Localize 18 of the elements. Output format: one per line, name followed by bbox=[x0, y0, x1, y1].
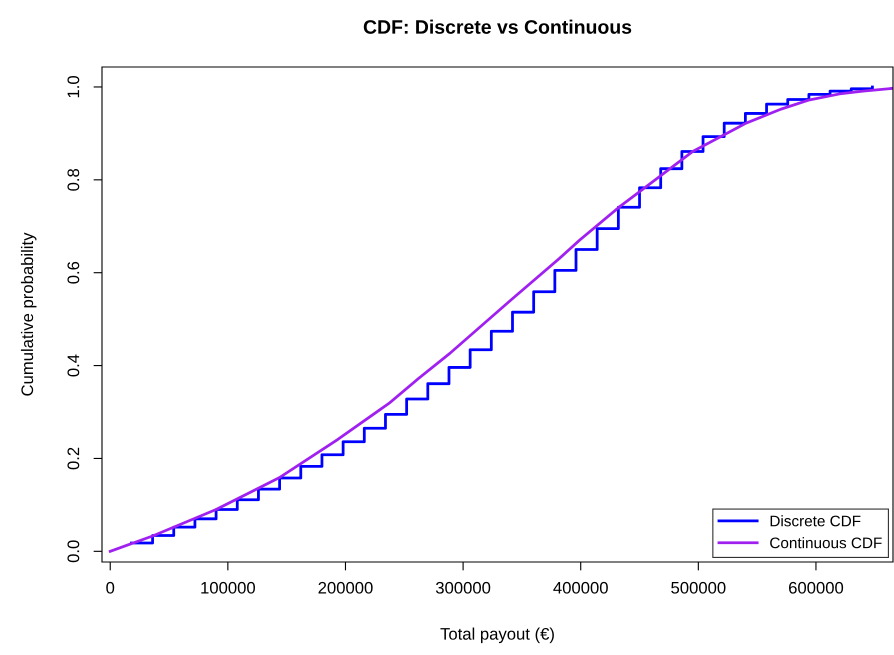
x-tick-label: 200000 bbox=[318, 582, 373, 594]
chart-title: CDF: Discrete vs Continuous bbox=[364, 20, 632, 34]
x-tick-label: 300000 bbox=[436, 582, 490, 594]
x-tick-label: 600000 bbox=[789, 582, 844, 594]
x-tick-label: 0 bbox=[106, 582, 114, 594]
y-tick-label: 0.6 bbox=[67, 262, 80, 284]
x-tick-label: 400000 bbox=[553, 582, 608, 594]
y-tick-label: 0.2 bbox=[67, 448, 80, 470]
legend-label: Discrete CDF bbox=[770, 515, 860, 526]
legend-label: Continuous CDF bbox=[770, 537, 882, 548]
x-tick-label: 100000 bbox=[201, 582, 256, 594]
x-axis-title: Total payout (€) bbox=[440, 628, 554, 644]
y-tick-label: 0.4 bbox=[67, 354, 80, 377]
x-tick-label: 500000 bbox=[671, 582, 726, 594]
y-tick-label: 0.0 bbox=[67, 540, 80, 562]
y-tick-label: 1.0 bbox=[67, 76, 80, 98]
y-axis-title: Cumulative probability bbox=[20, 232, 36, 396]
y-tick-label: 0.8 bbox=[67, 168, 80, 191]
